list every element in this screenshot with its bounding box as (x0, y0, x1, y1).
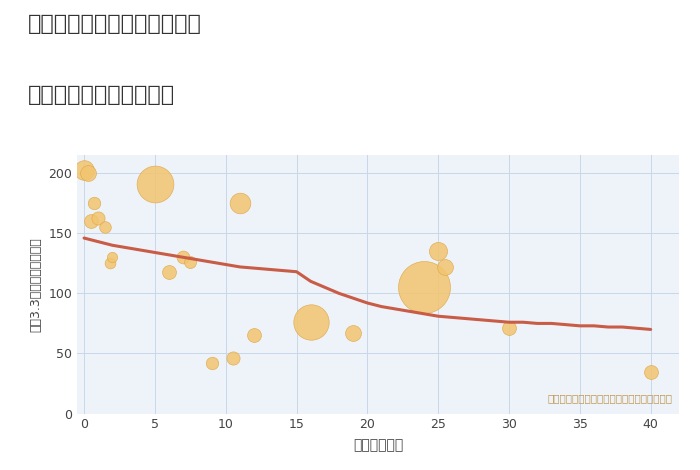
Point (305, 319, 316, 326)
Point (178, 253, 189, 261)
Point (185, 258, 196, 266)
Point (348, 329, 359, 337)
Point (149, 180, 160, 188)
Point (78, 166, 90, 173)
Point (440, 263, 451, 271)
Point (85, 218, 97, 225)
Text: 円の大きさは、取引のあった物件面積を示す: 円の大きさは、取引のあった物件面積を示す (548, 393, 673, 403)
Text: 築年数別中古戸建て価格: 築年数別中古戸建て価格 (28, 85, 175, 105)
Point (206, 360, 217, 367)
Point (234, 199, 246, 207)
Point (164, 268, 175, 275)
Point (228, 354, 239, 362)
Point (433, 248, 444, 255)
Point (88, 199, 99, 207)
Point (99, 223, 111, 231)
Point (92, 214, 104, 221)
Point (419, 283, 430, 291)
Text: 兵庫県西宮市甲子園六石町の: 兵庫県西宮市甲子園六石町の (28, 14, 202, 34)
Point (503, 324, 514, 332)
Point (107, 253, 118, 261)
Point (248, 332, 260, 339)
Y-axis label: 坪（3.3㎡）単価（万円）: 坪（3.3㎡）単価（万円） (29, 237, 43, 332)
X-axis label: 築年数（年）: 築年数（年） (353, 439, 403, 453)
Point (83, 169, 94, 177)
Point (645, 368, 657, 375)
Point (104, 259, 116, 267)
